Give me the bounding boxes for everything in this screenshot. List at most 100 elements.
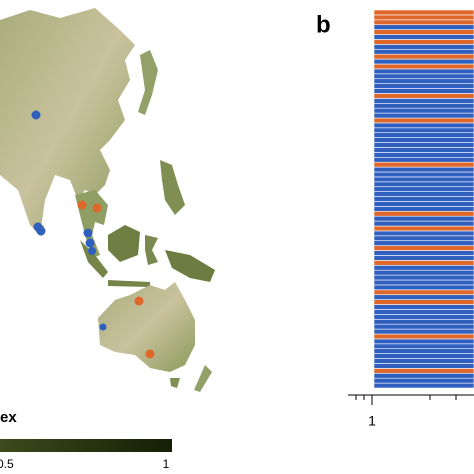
stripe [373, 117, 474, 124]
panel-b: b 1 [316, 9, 474, 429]
stripe [373, 83, 474, 89]
legend-min-label: 0.5 [0, 457, 14, 471]
stripe [373, 78, 474, 84]
stripe [373, 230, 474, 237]
stripe [373, 142, 474, 148]
stripe [373, 132, 474, 138]
legend-max-label: 1 [163, 457, 170, 471]
stripe [373, 156, 474, 163]
colorbar [0, 439, 172, 452]
stripe [373, 137, 474, 143]
panel-label: b [316, 11, 331, 38]
stripe [373, 260, 474, 266]
stripe [373, 269, 474, 276]
stripe [373, 171, 474, 178]
point-blue [88, 247, 96, 255]
map-points [31, 110, 155, 359]
stripe [373, 274, 474, 281]
map [0, 8, 215, 392]
stripe [373, 328, 474, 335]
stripe [373, 44, 474, 50]
stripe [373, 264, 474, 271]
stripe [373, 372, 474, 379]
stripe [373, 176, 474, 183]
stripe [373, 68, 474, 75]
landmass-philippines [160, 160, 185, 215]
point-blue [99, 323, 107, 331]
stripe [373, 122, 474, 129]
stripe [373, 284, 474, 291]
stripe [373, 58, 474, 65]
point-blue [36, 226, 46, 236]
stripe [373, 225, 474, 232]
legend: ex 0.5 1 [0, 409, 172, 471]
stripe [373, 358, 474, 364]
stripe [373, 363, 474, 369]
stripe [373, 323, 474, 330]
axis-tick-label: 1 [368, 413, 376, 429]
stripe [373, 73, 474, 80]
legend-title: ex [0, 409, 17, 426]
stripe [373, 152, 474, 158]
stripe [373, 294, 474, 300]
stripe [373, 382, 474, 389]
landmass-borneo [108, 225, 140, 262]
stripe [373, 245, 474, 251]
stripe [373, 63, 474, 70]
stripe [373, 191, 474, 197]
landmass-sulawesi [145, 235, 158, 265]
stripe [373, 240, 474, 246]
stripe [373, 93, 474, 99]
point-orange [145, 349, 155, 359]
stripe [373, 299, 474, 305]
landmass-new-guinea [165, 250, 215, 282]
landmass-asia [0, 8, 135, 235]
stripe [373, 210, 474, 217]
stripe [373, 377, 474, 384]
point-orange [77, 200, 87, 210]
stripe [373, 348, 474, 354]
stripe [373, 147, 474, 153]
stripe [373, 343, 474, 350]
stripe [373, 279, 474, 286]
stripe [373, 215, 474, 222]
stripe [373, 314, 474, 320]
stripe [373, 161, 474, 168]
stripe [373, 9, 474, 16]
landmass-sumatra [80, 240, 108, 278]
stripe [373, 98, 474, 104]
stripe [373, 338, 474, 345]
stripe [373, 220, 474, 227]
stripe [373, 14, 474, 21]
point-blue [83, 228, 93, 238]
stripe [373, 39, 474, 45]
point-orange [92, 203, 102, 213]
stripe [373, 181, 474, 188]
point-orange [134, 296, 144, 306]
stripe [373, 206, 474, 212]
stripe [373, 34, 474, 40]
stripe [373, 250, 474, 256]
stripe [373, 24, 474, 30]
landmass-tasmania [170, 378, 180, 388]
stripe [373, 107, 474, 114]
stripe [373, 48, 474, 55]
landmass-new-zealand [194, 365, 212, 392]
stripe [373, 201, 474, 207]
point-blue [85, 238, 95, 248]
stripe [373, 196, 474, 202]
stripe [373, 127, 474, 134]
stripe [373, 166, 474, 173]
stripe [373, 318, 474, 325]
stripe [373, 112, 474, 119]
stripe [373, 353, 474, 359]
stripe [373, 309, 474, 315]
landmass-australia [98, 282, 195, 372]
stripe [373, 53, 474, 60]
stripe [373, 289, 474, 296]
stripe [373, 368, 474, 374]
stripe [373, 88, 474, 94]
stripe [373, 29, 474, 35]
stripe [373, 333, 474, 340]
